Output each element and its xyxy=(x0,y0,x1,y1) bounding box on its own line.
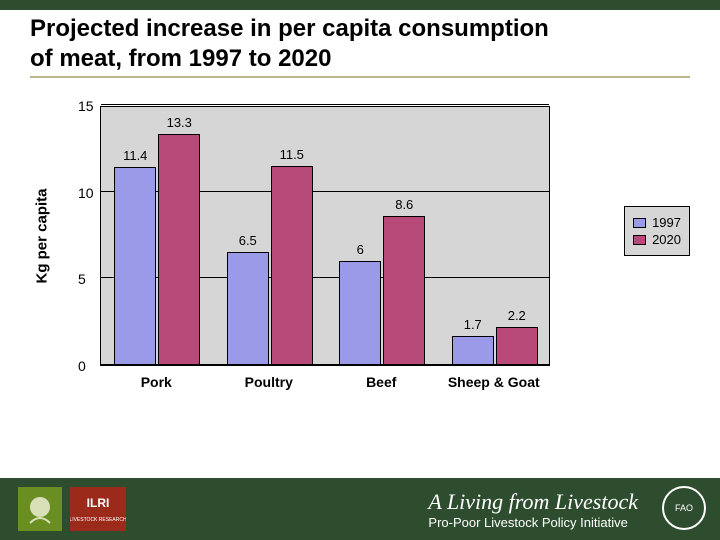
y-tick: 15 xyxy=(78,98,94,114)
y-axis-label: Kg per capita xyxy=(34,188,51,283)
bar-sheep-goat-2020 xyxy=(496,327,538,365)
x-category-label: Pork xyxy=(101,374,211,390)
legend-swatch xyxy=(633,218,646,228)
legend-item-2020: 2020 xyxy=(633,232,681,247)
title-line-1: Projected increase in per capita consump… xyxy=(30,15,549,42)
bar-label: 13.3 xyxy=(167,115,192,130)
bar-label: 8.6 xyxy=(395,197,413,212)
bar-label: 6 xyxy=(357,242,364,257)
plot-region: 11.4 13.3 6.5 11.5 6 8.6 1.7 2.2 xyxy=(100,106,550,366)
bar-label: 2.2 xyxy=(508,308,526,323)
y-tick: 5 xyxy=(78,271,86,287)
bar-label: 1.7 xyxy=(464,317,482,332)
ifpri-logo xyxy=(18,487,62,531)
y-tick: 0 xyxy=(78,358,86,374)
legend-label: 2020 xyxy=(652,232,681,247)
x-category-label: Sheep & Goat xyxy=(439,374,549,390)
chart-area: Kg per capita 051015 11.413.36.511.568.6… xyxy=(30,106,690,446)
gridline xyxy=(101,104,549,105)
bar-label: 11.5 xyxy=(280,147,304,162)
bar-sheep-goat-1997 xyxy=(452,336,494,365)
x-category-label: Beef xyxy=(326,374,436,390)
footer-subtitle: Pro-Poor Livestock Policy Initiative xyxy=(428,515,638,530)
slide-title: Projected increase in per capita consump… xyxy=(30,14,690,78)
svg-text:LIVESTOCK RESEARCH: LIVESTOCK RESEARCH xyxy=(70,517,126,523)
bar-poultry-2020 xyxy=(271,166,313,365)
bar-label: 6.5 xyxy=(239,233,257,248)
legend-label: 1997 xyxy=(652,215,681,230)
legend: 1997 2020 xyxy=(624,206,690,256)
bar-label: 11.4 xyxy=(123,148,147,163)
svg-text:ILRI: ILRI xyxy=(87,496,110,510)
bar-beef-1997 xyxy=(339,261,381,365)
legend-swatch xyxy=(633,235,646,245)
title-line-2: of meat, from 1997 to 2020 xyxy=(30,45,331,72)
bar-pork-1997 xyxy=(114,167,156,365)
bar-pork-2020 xyxy=(158,134,200,365)
fao-logo: FAO xyxy=(662,486,706,530)
legend-item-1997: 1997 xyxy=(633,215,681,230)
y-tick: 10 xyxy=(78,185,94,201)
bar-poultry-1997 xyxy=(227,252,269,365)
ilri-logo: ILRI LIVESTOCK RESEARCH xyxy=(70,487,126,531)
footer-tagline: A Living from Livestock xyxy=(428,489,638,515)
x-category-label: Poultry xyxy=(214,374,324,390)
top-accent-bar xyxy=(0,0,720,10)
bar-beef-2020 xyxy=(383,216,425,365)
footer-bar: ILRI LIVESTOCK RESEARCH A Living from Liv… xyxy=(0,478,720,540)
